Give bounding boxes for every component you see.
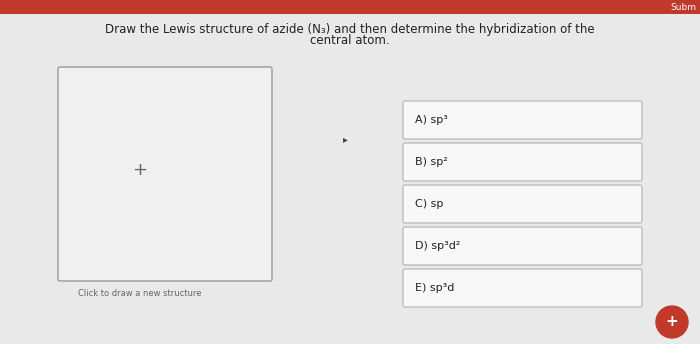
Text: D) sp³d²: D) sp³d² [415, 241, 461, 251]
Bar [0, 0, 700, 14]
Text: C) sp: C) sp [415, 199, 443, 209]
Text: +: + [132, 161, 147, 179]
FancyBboxPatch shape [403, 185, 642, 223]
FancyBboxPatch shape [403, 227, 642, 265]
FancyBboxPatch shape [403, 143, 642, 181]
Text: ▸: ▸ [342, 134, 347, 144]
FancyBboxPatch shape [403, 101, 642, 139]
Text: Click to draw a new structure: Click to draw a new structure [78, 289, 202, 298]
Text: central atom.: central atom. [310, 34, 390, 47]
Text: A) sp³: A) sp³ [415, 115, 448, 125]
Text: E) sp³d: E) sp³d [415, 283, 454, 293]
Text: B) sp²: B) sp² [415, 157, 448, 167]
Text: +: + [666, 314, 678, 330]
FancyBboxPatch shape [58, 67, 272, 281]
Text: Draw the Lewis structure of azide (N₃) and then determine the hybridization of t: Draw the Lewis structure of azide (N₃) a… [105, 22, 595, 35]
Circle shape [656, 306, 688, 338]
Text: Subm: Subm [670, 2, 696, 11]
FancyBboxPatch shape [403, 269, 642, 307]
